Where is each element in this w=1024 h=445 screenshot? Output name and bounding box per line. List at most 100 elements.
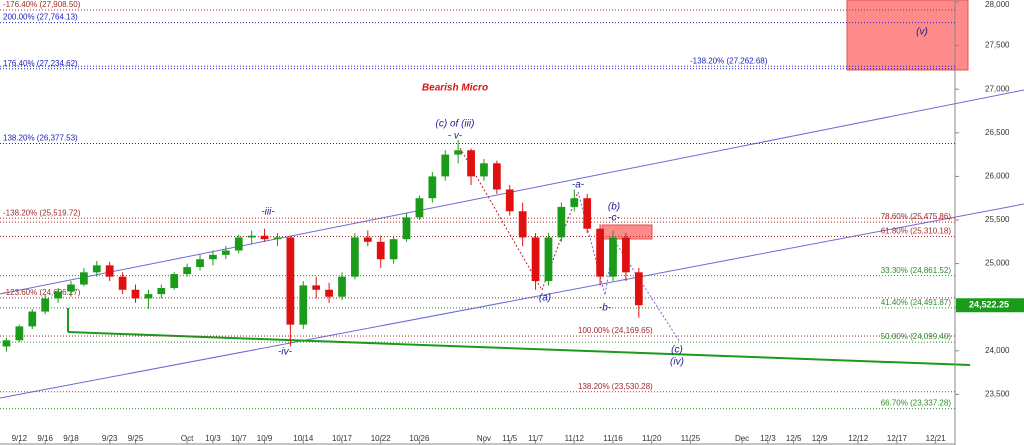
wave-label: -b-: [599, 303, 612, 314]
wave-label: (a): [539, 293, 551, 304]
chart-title: Bearish Micro: [422, 83, 488, 94]
x-tick-label: 12/12: [848, 434, 869, 443]
y-tick-label: 25,500: [985, 215, 1010, 224]
candle-body: [583, 198, 592, 229]
last-price-label: 24,522.25: [969, 300, 1009, 310]
candle-body: [570, 198, 579, 207]
candle-body: [234, 237, 243, 251]
candle-body: [441, 154, 450, 177]
candle-body: [596, 228, 604, 277]
wave-label: (c): [671, 345, 683, 356]
candle-body: [325, 289, 333, 297]
fib-label: 200.00% (27,764.13): [3, 13, 78, 22]
candle-body: [467, 150, 475, 177]
candle-body: [299, 285, 308, 325]
wave-label: - v-: [448, 131, 463, 142]
candle-body: [428, 176, 437, 199]
fib-label: 50.00% (24,099.40): [881, 332, 952, 341]
x-tick-label: 9/18: [63, 434, 79, 443]
candle-body: [557, 206, 566, 238]
fib-label: 61.80% (25,310.18): [881, 227, 952, 236]
wave-label: -c-: [608, 213, 620, 224]
candle-body: [480, 163, 488, 177]
wave-label: -a-: [572, 180, 585, 191]
x-tick-label: 9/12: [12, 434, 28, 443]
x-tick-label: 10/3: [205, 434, 221, 443]
candle-body: [505, 189, 514, 212]
x-tick-label: Oct: [181, 434, 194, 443]
x-tick-label: 12/5: [786, 434, 802, 443]
y-tick-label: 24,000: [985, 346, 1010, 355]
candle-body: [389, 239, 398, 260]
x-tick-label: 9/25: [128, 434, 144, 443]
x-tick-label: 12/17: [887, 434, 908, 443]
x-tick-label: 11/12: [565, 434, 585, 443]
candle-body: [415, 198, 424, 218]
x-tick-label: 12/3: [760, 434, 776, 443]
candle-body: [622, 237, 630, 273]
wave-label: -iv-: [278, 347, 293, 358]
y-tick-label: 27,500: [985, 41, 1010, 50]
x-tick-label: 9/16: [37, 434, 53, 443]
fib-label: 138.20% (26,377.53): [3, 134, 78, 143]
candle-body: [286, 237, 295, 325]
fib-label: 100.00% (24,169.65): [578, 326, 653, 335]
candle-body: [144, 294, 153, 299]
y-tick-label: 26,500: [985, 128, 1010, 137]
candle-body: [54, 291, 62, 299]
x-tick-label: 10/22: [371, 434, 392, 443]
candle-body: [209, 254, 217, 260]
fib-label: 33.30% (24,861.52): [881, 266, 952, 275]
fib-label: 78.60% (25,475.86): [881, 212, 952, 221]
wave-label: -iii-: [261, 207, 275, 218]
candle-body: [634, 272, 643, 306]
fib-label: -138.20% (25,519.72): [3, 208, 81, 217]
x-tick-label: 11/20: [642, 434, 662, 443]
candle-body: [376, 241, 385, 260]
candle-body: [363, 237, 372, 242]
x-tick-label: 11/5: [502, 434, 518, 443]
candle-body: [118, 276, 127, 290]
x-tick-label: 10/26: [409, 434, 430, 443]
x-tick-label: Dec: [735, 434, 749, 443]
candle-body: [105, 265, 114, 277]
candle-body: [338, 276, 346, 297]
x-tick-label: 11/16: [603, 434, 623, 443]
fib-label: -176.40% (27,908.50): [3, 0, 81, 9]
fib-label: 66.70% (23,337.28): [881, 399, 952, 408]
x-tick-label: 10/17: [332, 434, 353, 443]
wave-label: (c) of (iii): [436, 119, 475, 130]
x-tick-label: 12/9: [812, 434, 828, 443]
x-tick-label: 11/7: [528, 434, 544, 443]
x-tick-label: 10/9: [257, 434, 273, 443]
trend-line: [67, 331, 971, 366]
y-tick-label: 28,000: [985, 0, 1010, 9]
x-tick-label: 10/14: [293, 434, 314, 443]
y-tick-label: 23,500: [985, 390, 1010, 399]
candle-body: [402, 217, 411, 240]
fib-label: 176.40% (27,234.62): [3, 59, 78, 68]
candle-body: [131, 289, 140, 299]
candle-body: [247, 235, 256, 238]
candle-body: [80, 272, 88, 285]
wave-label: (iv): [670, 357, 684, 368]
candle-body: [183, 267, 191, 275]
x-tick-label: Nov: [477, 434, 491, 443]
x-tick-label: 9/23: [102, 434, 118, 443]
wave-path: [459, 147, 579, 292]
last-price-tag: [956, 298, 1024, 313]
candle-body: [260, 235, 269, 240]
candle-body: [196, 259, 204, 268]
candle-body: [41, 298, 50, 312]
fib-label: 138.20% (23,530.28): [578, 382, 653, 391]
wave-label: (v): [916, 27, 928, 38]
target-zone: [846, 0, 969, 71]
channel-lower: [0, 203, 1024, 399]
wave-path: [577, 191, 681, 343]
candle-body: [312, 285, 321, 290]
candle-body: [157, 288, 166, 295]
candle-body: [492, 163, 501, 190]
y-tick-label: 26,000: [985, 172, 1010, 181]
candle-body: [2, 340, 11, 347]
